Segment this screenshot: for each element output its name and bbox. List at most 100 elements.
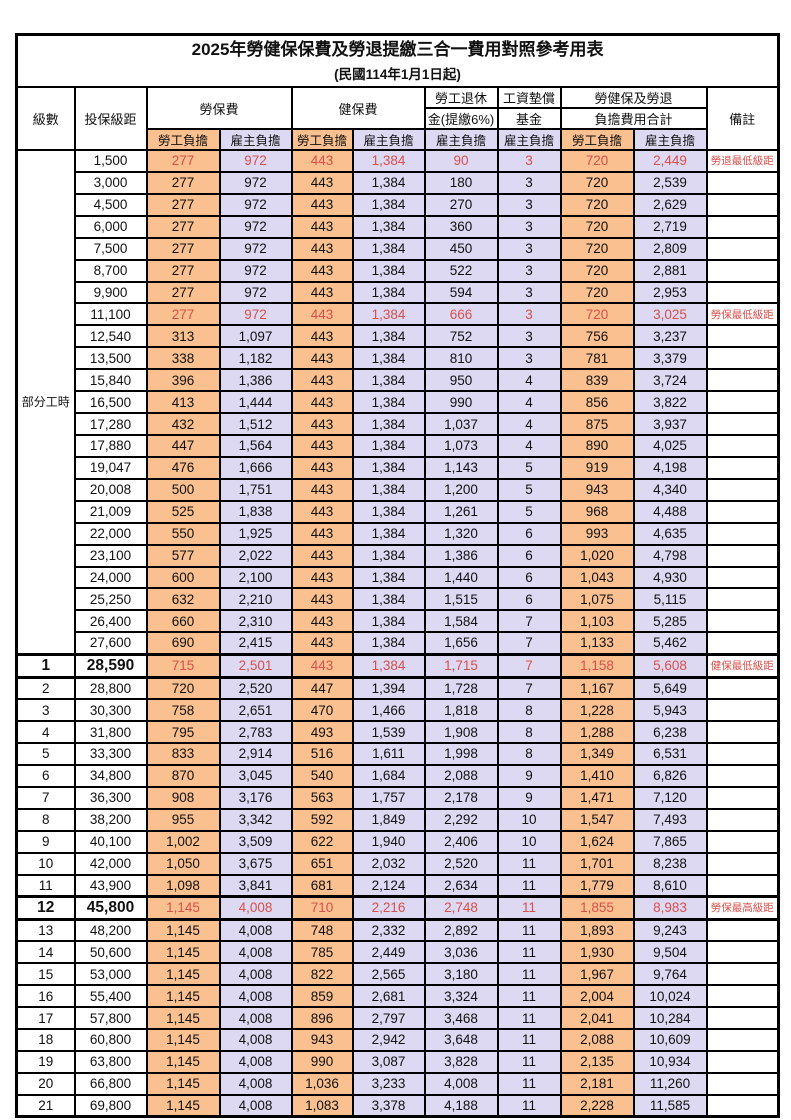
cell-pension-employer: 1,440 — [423, 565, 499, 590]
cell-wage-fund-employer: 11 — [496, 1006, 562, 1031]
cell-labor-employee: 632 — [145, 587, 221, 612]
cell-total-employee: 993 — [559, 521, 635, 546]
cell-total-employee: 1,043 — [559, 565, 635, 590]
cell-total-employer: 4,488 — [632, 499, 708, 524]
part-time-label: 部分工時 — [15, 148, 76, 656]
cell-labor-employee: 313 — [145, 324, 221, 349]
header-row-1: 級數 投保級距 勞保費 健保費 勞工退休 工資墊償 勞健保及勞退 備註 — [15, 86, 780, 151]
table-row: 19 63,800 1,145 4,008 990 3,087 3,828 11 2,135 10… — [15, 1049, 780, 1074]
cell-pension-employer: 1,908 — [423, 720, 499, 744]
cell-level: 12 — [15, 894, 76, 921]
cell-bracket: 53,000 — [73, 962, 148, 987]
cell-health-employer: 2,565 — [351, 962, 426, 987]
cell-health-employer: 1,384 — [351, 543, 426, 568]
cell-total-employee: 1,133 — [559, 631, 635, 656]
cell-health-employer: 1,384 — [351, 170, 426, 195]
cell-bracket: 19,047 — [73, 455, 148, 480]
cell-labor-employer: 3,675 — [218, 851, 293, 876]
cell-total-employer: 2,449 — [632, 149, 708, 173]
cell-remark — [705, 477, 780, 502]
cell-labor-employer: 4,008 — [218, 1049, 293, 1074]
cell-labor-employer: 1,386 — [218, 368, 293, 393]
cell-pension-employer: 90 — [423, 149, 499, 173]
cell-remark — [705, 192, 780, 217]
cell-health-employer: 1,384 — [351, 324, 426, 349]
table-row: 8 38,200 955 3,342 592 1,849 2,292 10 1,547 7,493 — [15, 807, 780, 832]
cell-wage-fund-employer: 10 — [496, 807, 562, 832]
cell-health-employee: 443 — [290, 609, 354, 634]
header-labor-employer: 雇主負擔 — [218, 128, 293, 151]
header-labor-employee: 勞工負擔 — [145, 128, 221, 151]
cell-labor-employee: 955 — [145, 807, 221, 832]
cell-health-employer: 3,233 — [351, 1071, 426, 1096]
table-row: 13 48,200 1,145 4,008 748 2,332 2,892 11 1,893 9,… — [15, 918, 780, 943]
cell-bracket: 12,540 — [73, 324, 148, 349]
cell-level: 20 — [15, 1071, 76, 1096]
cell-total-employer: 2,629 — [632, 192, 708, 217]
cell-labor-employer: 4,008 — [218, 962, 293, 987]
cell-remark — [705, 521, 780, 546]
cell-total-employer: 10,609 — [632, 1028, 708, 1052]
cell-remark — [705, 499, 780, 524]
cell-total-employee: 1,855 — [559, 894, 635, 921]
cell-health-employee: 443 — [290, 192, 354, 217]
cell-health-employer: 1,384 — [351, 433, 426, 458]
cell-bracket: 48,200 — [73, 918, 148, 943]
cell-pension-employer: 3,324 — [423, 984, 499, 1009]
cell-bracket: 6,000 — [73, 214, 148, 239]
page-title: 2025年勞健保保費及勞退提繳三合一費用對照參考用表 — [191, 40, 604, 59]
cell-health-employer: 1,384 — [351, 280, 426, 305]
cell-pension-employer: 1,073 — [423, 433, 499, 458]
table-row: 21,009 525 1,838 443 1,384 1,261 5 968 4,488 — [17, 499, 780, 524]
cell-health-employee: 563 — [290, 785, 354, 810]
title-row: 2025年勞健保保費及勞退提繳三合一費用對照參考用表 (民國114年1月1日起) — [15, 33, 780, 88]
cell-total-employee: 1,288 — [559, 720, 635, 744]
cell-bracket: 4,500 — [73, 192, 148, 217]
cell-total-employee: 839 — [559, 368, 635, 393]
cell-total-employee: 856 — [559, 390, 635, 415]
cell-remark — [705, 763, 780, 788]
cell-labor-employee: 500 — [145, 477, 221, 502]
cell-pension-employer: 4,188 — [423, 1093, 499, 1118]
cell-remark — [705, 324, 780, 349]
cell-health-employer: 1,684 — [351, 763, 426, 788]
cell-labor-employee: 338 — [145, 346, 221, 371]
cell-health-employee: 443 — [290, 521, 354, 546]
table-row: 2 28,800 720 2,520 447 1,394 1,728 7 1,167 5,649 — [15, 676, 780, 701]
cell-health-employer: 1,384 — [351, 258, 426, 283]
table-title-cell: 2025年勞健保保費及勞退提繳三合一費用對照參考用表 (民國114年1月1日起) — [15, 33, 780, 88]
cell-labor-employer: 1,097 — [218, 324, 293, 349]
cell-wage-fund-employer: 8 — [496, 741, 562, 766]
table-row: 18 60,800 1,145 4,008 943 2,942 3,648 11 2,088 10… — [15, 1028, 780, 1052]
cell-labor-employer: 2,914 — [218, 741, 293, 766]
cell-pension-employer: 2,292 — [423, 807, 499, 832]
cell-pension-employer: 2,088 — [423, 763, 499, 788]
cell-health-employee: 785 — [290, 940, 354, 965]
cell-health-employee: 443 — [290, 368, 354, 393]
cell-level: 8 — [15, 807, 76, 832]
header-row-3: 勞工負擔 雇主負擔 勞工負擔 雇主負擔 雇主負擔 雇主負擔 勞工負擔 雇主負擔 — [17, 128, 779, 151]
header-pension-line1: 勞工退休 — [423, 86, 499, 109]
cell-health-employee: 516 — [290, 741, 354, 766]
cell-labor-employee: 720 — [145, 676, 221, 701]
cell-bracket: 13,500 — [73, 346, 148, 371]
cell-level: 10 — [15, 851, 76, 876]
table-row: 1 28,590 715 2,501 443 1,384 1,715 7 1,158 5,608 健… — [15, 652, 780, 679]
cell-health-employee: 493 — [290, 720, 354, 744]
cell-wage-fund-employer: 5 — [496, 499, 562, 524]
cell-total-employer: 11,260 — [632, 1071, 708, 1096]
cell-total-employer: 8,238 — [632, 851, 708, 876]
cell-total-employee: 2,004 — [559, 984, 635, 1009]
cell-level: 1 — [15, 652, 76, 679]
cell-wage-fund-employer: 7 — [496, 652, 562, 679]
cell-bracket: 55,400 — [73, 984, 148, 1009]
cell-total-employer: 9,243 — [632, 918, 708, 943]
cell-wage-fund-employer: 4 — [496, 368, 562, 393]
cell-labor-employee: 690 — [145, 631, 221, 656]
cell-bracket: 50,600 — [73, 940, 148, 965]
cell-total-employee: 756 — [559, 324, 635, 349]
cell-total-employer: 5,462 — [632, 631, 708, 656]
cell-bracket: 16,500 — [73, 390, 148, 415]
cell-bracket: 17,880 — [73, 433, 148, 458]
page-subtitle: (民國114年1月1日起) — [334, 67, 461, 82]
